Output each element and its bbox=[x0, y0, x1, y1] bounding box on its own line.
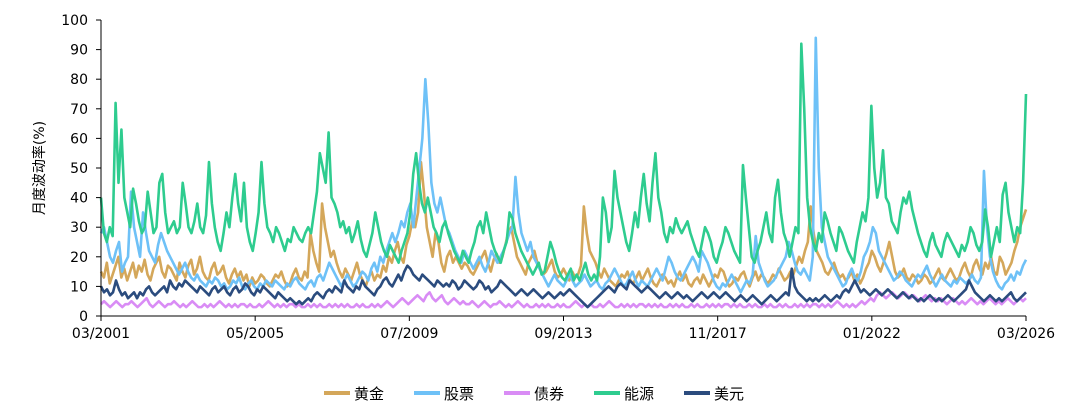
y-tick-label: 70 bbox=[70, 102, 88, 118]
series-line-3 bbox=[99, 42, 1028, 282]
y-tick-label: 80 bbox=[70, 72, 88, 88]
x-tick-label: 03/2026 bbox=[997, 326, 1055, 342]
y-ticks: 0 10 20 30 40 50 60 70 80 90 100 bbox=[61, 13, 101, 325]
x-tick-label: 03/2001 bbox=[72, 326, 130, 342]
legend-label-2: 债券 bbox=[534, 385, 564, 403]
y-tick-label: 20 bbox=[70, 250, 88, 266]
series-layer bbox=[99, 36, 1028, 309]
y-tick-label: 50 bbox=[70, 161, 88, 177]
series-line-1 bbox=[99, 36, 1028, 294]
y-tick-label: 100 bbox=[61, 13, 88, 29]
legend-label-3: 能源 bbox=[624, 385, 654, 403]
y-tick-label: 10 bbox=[70, 279, 88, 295]
legend: 黄金 股票 债券 能源 美元 bbox=[324, 385, 744, 403]
legend-label-0: 黄金 bbox=[354, 385, 384, 403]
y-tick-label: 90 bbox=[70, 43, 88, 59]
x-ticks: 03/2001 05/2005 07/2009 09/2013 11/2017 01/20… bbox=[72, 316, 1055, 342]
series-line-0 bbox=[99, 160, 1028, 288]
y-axis-title: 月度波动率(%) bbox=[31, 121, 48, 215]
x-tick-label: 07/2009 bbox=[380, 326, 438, 342]
x-tick-label: 01/2022 bbox=[843, 326, 901, 342]
y-tick-label: 40 bbox=[70, 191, 88, 207]
y-tick-label: 30 bbox=[70, 220, 88, 236]
x-tick-label: 09/2013 bbox=[534, 326, 592, 342]
x-tick-label: 05/2005 bbox=[226, 326, 284, 342]
legend-label-1: 股票 bbox=[444, 385, 474, 403]
series-line-4 bbox=[99, 264, 1027, 309]
y-tick-label: 60 bbox=[70, 131, 88, 147]
series-line-2 bbox=[100, 291, 1027, 309]
y-tick-label: 0 bbox=[79, 309, 88, 325]
x-tick-label: 11/2017 bbox=[689, 326, 747, 342]
legend-label-4: 美元 bbox=[714, 385, 744, 403]
